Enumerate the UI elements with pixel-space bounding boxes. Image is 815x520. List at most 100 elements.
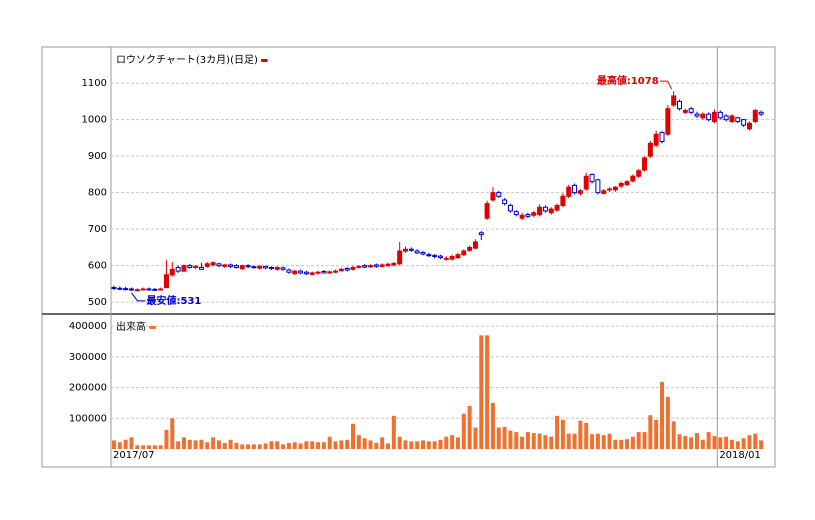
volume-bar	[117, 442, 122, 449]
volume-bar	[759, 440, 764, 449]
candle-body	[239, 265, 245, 270]
legend-swatch	[260, 59, 268, 62]
candle-body	[455, 254, 461, 259]
volume-bar	[729, 439, 734, 449]
volume-bar	[724, 436, 729, 449]
volume-bar	[426, 441, 431, 449]
candle-body	[298, 270, 304, 274]
volume-bar	[572, 433, 577, 449]
candle-body	[577, 190, 583, 194]
volume-bar	[741, 438, 746, 449]
volume-bar	[368, 440, 373, 449]
volume-bar	[543, 435, 548, 449]
candle-body	[426, 254, 432, 257]
candle-body	[513, 211, 519, 216]
volume-bar	[181, 437, 186, 449]
volume-bar	[409, 441, 414, 449]
candle-body	[379, 264, 385, 267]
candle-body	[169, 268, 175, 276]
candle-body	[507, 204, 513, 212]
candle-body	[327, 271, 333, 274]
y-tick-label: 500	[88, 297, 107, 308]
volume-bar	[642, 432, 647, 449]
candle-body	[437, 255, 443, 259]
candle-body	[624, 181, 630, 186]
candle-body	[589, 173, 595, 183]
volume-bar	[671, 421, 676, 449]
volume-bar	[555, 415, 560, 449]
volume-bar	[578, 420, 583, 449]
volume-bar	[292, 442, 297, 449]
candle-body	[752, 110, 758, 122]
volume-bar	[234, 442, 239, 449]
candle-body	[204, 263, 210, 267]
candle-body	[280, 267, 286, 270]
volume-bar	[176, 441, 181, 449]
volume-bar	[141, 445, 146, 449]
candle-body	[566, 186, 572, 197]
candle-body	[210, 262, 216, 266]
y-tick-label: 700	[88, 224, 107, 235]
candle-body	[158, 288, 164, 291]
candle-body	[123, 288, 129, 291]
candle-body	[222, 264, 228, 267]
candle-body	[653, 133, 659, 146]
low-annotation: 最安値:531	[146, 294, 201, 307]
candle-body	[268, 266, 274, 270]
volume-bar	[123, 439, 128, 449]
volume-bar	[246, 444, 251, 449]
candle-body	[706, 113, 712, 121]
candle-body	[303, 271, 309, 275]
candle-body	[373, 264, 379, 267]
y-tick-label: 100000	[69, 413, 107, 424]
volume-bar	[211, 437, 216, 449]
candle-body	[711, 111, 717, 122]
candle-body	[146, 288, 152, 291]
y-tick-label: 600	[88, 261, 107, 272]
volume-bar	[146, 445, 151, 449]
volume-bar	[158, 445, 163, 449]
volume-bar	[595, 433, 600, 449]
candle-body	[642, 157, 648, 171]
volume-bar	[205, 442, 210, 449]
candle-body	[554, 204, 560, 211]
volume-bar	[712, 436, 717, 449]
volume-bar	[420, 440, 425, 449]
volume-bar	[391, 415, 396, 449]
volume-bar	[508, 430, 513, 449]
candle-body	[746, 122, 752, 130]
volume-bar	[496, 427, 501, 449]
candle-body	[152, 288, 158, 291]
candle-body	[128, 288, 134, 291]
y-tick-label: 200000	[69, 383, 107, 394]
candle-body	[263, 265, 269, 269]
volume-bar	[461, 413, 466, 449]
volume-bar	[467, 405, 472, 449]
volume-bar	[537, 433, 542, 449]
volume-bar	[566, 433, 571, 449]
candle-body	[519, 214, 525, 219]
volume-bar	[613, 439, 618, 449]
y-tick-label: 300000	[69, 352, 107, 363]
candle-body	[484, 203, 490, 219]
volume-bar	[706, 432, 711, 449]
volume-bar	[432, 441, 437, 449]
volume-bar	[660, 382, 665, 449]
volume-bar	[321, 442, 326, 449]
volume-bar	[636, 432, 641, 449]
candle-body	[187, 265, 193, 268]
volume-bar	[316, 442, 321, 449]
candle-body	[671, 95, 677, 106]
volume-bar	[438, 439, 443, 449]
candle-body	[449, 256, 455, 260]
volume-bar	[263, 443, 268, 449]
volume-bar	[619, 439, 624, 449]
candle-body	[478, 232, 484, 236]
candle-body	[735, 117, 741, 122]
candle-body	[274, 266, 280, 270]
candle-body	[403, 248, 408, 252]
candle-body	[181, 265, 187, 272]
y-tick-label: 400000	[69, 321, 107, 332]
volume-bar	[251, 444, 256, 449]
candle-body	[659, 131, 665, 143]
